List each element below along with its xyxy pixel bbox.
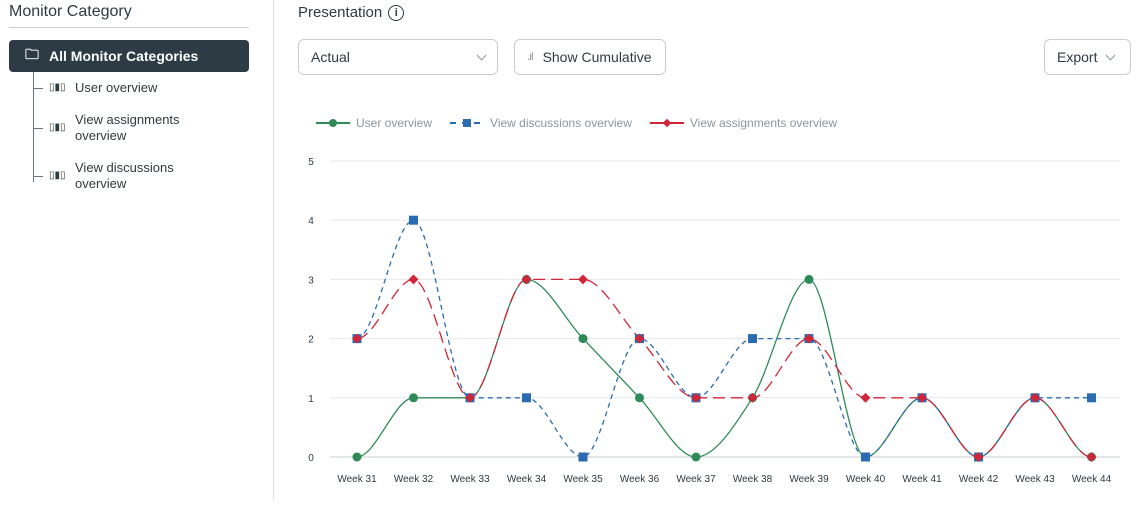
data-point bbox=[409, 215, 418, 225]
data-point bbox=[747, 392, 758, 403]
export-label: Export bbox=[1057, 49, 1098, 65]
x-tick-label: Week 40 bbox=[846, 474, 886, 485]
item-label: User overview bbox=[75, 80, 158, 95]
bar-chart-icon: .ıl bbox=[527, 51, 533, 63]
data-point bbox=[1087, 393, 1096, 403]
legend-item[interactable]: View discussions overview bbox=[450, 116, 632, 130]
export-button[interactable]: Export bbox=[1044, 39, 1131, 75]
x-tick-label: Week 35 bbox=[563, 474, 603, 485]
dropdown-value: Actual bbox=[311, 49, 350, 65]
y-tick-label: 5 bbox=[308, 157, 314, 168]
data-point bbox=[860, 392, 871, 403]
item-label: View discussions overview bbox=[75, 160, 174, 191]
data-point bbox=[748, 334, 757, 344]
x-tick-label: Week 31 bbox=[337, 474, 377, 485]
x-tick-label: Week 39 bbox=[789, 474, 829, 485]
data-point bbox=[635, 393, 644, 403]
data-point bbox=[804, 274, 814, 284]
sidebar-title: Monitor Category bbox=[9, 3, 132, 20]
all-monitor-categories[interactable]: 🗀 All Monitor Categories bbox=[9, 40, 249, 72]
data-point bbox=[352, 452, 362, 462]
legend-label: View discussions overview bbox=[490, 116, 632, 130]
series-line bbox=[356, 278, 1092, 458]
x-tick-label: Week 34 bbox=[507, 474, 547, 485]
chart-legend: User overview View discussions overview … bbox=[316, 116, 837, 130]
y-tick-label: 0 bbox=[308, 453, 314, 464]
x-tick-label: Week 37 bbox=[676, 474, 716, 485]
data-point bbox=[409, 393, 418, 403]
x-tick-label: Week 43 bbox=[1015, 474, 1055, 485]
data-point bbox=[691, 392, 701, 403]
sidebar-item-view-assignments[interactable]: ▯▮▯ View assignments overview bbox=[33, 112, 233, 144]
x-tick-label: Week 36 bbox=[620, 474, 660, 485]
cumulative-label: Show Cumulative bbox=[542, 49, 652, 65]
data-point bbox=[1086, 452, 1097, 462]
data-point bbox=[521, 274, 532, 285]
x-tick-label: Week 32 bbox=[394, 474, 434, 485]
y-tick-label: 4 bbox=[308, 216, 314, 227]
all-label: All Monitor Categories bbox=[49, 48, 199, 64]
title-text: Presentation bbox=[298, 4, 383, 21]
page-title: Presentation i bbox=[298, 4, 405, 21]
sidebar: Monitor Category 🗀 All Monitor Categorie… bbox=[0, 0, 274, 500]
data-point bbox=[465, 392, 475, 403]
data-point bbox=[1030, 392, 1040, 403]
sidebar-item-user-overview[interactable]: ▯▮▯ User overview bbox=[33, 80, 157, 96]
data-point bbox=[578, 452, 588, 462]
legend-label: User overview bbox=[356, 116, 433, 130]
y-tick-label: 1 bbox=[308, 394, 314, 405]
divider bbox=[9, 27, 249, 28]
bar-chart-icon: ▯▮▯ bbox=[49, 122, 66, 133]
show-cumulative-button[interactable]: .ıl Show Cumulative bbox=[514, 39, 666, 75]
x-tick-label: Week 44 bbox=[1072, 474, 1112, 485]
x-tick-label: Week 38 bbox=[733, 474, 773, 485]
data-point bbox=[352, 333, 362, 344]
data-point bbox=[408, 274, 419, 285]
data-point bbox=[973, 452, 984, 462]
item-label: View assignments overview bbox=[75, 112, 180, 143]
folder-icon: 🗀 bbox=[25, 46, 39, 62]
presentation-dropdown[interactable]: Actual bbox=[298, 39, 498, 75]
data-point bbox=[917, 392, 927, 403]
x-tick-label: Week 33 bbox=[450, 474, 490, 485]
data-point bbox=[522, 393, 531, 403]
info-icon[interactable]: i bbox=[388, 4, 405, 21]
legend-label: View assignments overview bbox=[689, 116, 838, 130]
bar-chart-icon: ▯▮▯ bbox=[49, 82, 66, 93]
data-point bbox=[578, 334, 588, 344]
y-tick-label: 2 bbox=[308, 335, 314, 346]
bar-chart-icon: ▯▮▯ bbox=[49, 170, 66, 181]
legend-item[interactable]: User overview bbox=[316, 116, 432, 130]
data-point bbox=[634, 333, 645, 344]
tree-line bbox=[33, 72, 34, 182]
data-point bbox=[804, 333, 814, 344]
y-tick-label: 3 bbox=[308, 275, 314, 286]
series-line bbox=[356, 278, 1092, 458]
legend-item[interactable]: View assignments overview bbox=[649, 116, 838, 130]
x-tick-label: Week 41 bbox=[902, 474, 942, 485]
sidebar-item-view-discussions[interactable]: ▯▮▯ View discussions overview bbox=[33, 160, 233, 192]
x-tick-label: Week 42 bbox=[959, 474, 999, 485]
data-point bbox=[691, 452, 701, 462]
data-point bbox=[861, 452, 870, 462]
data-point bbox=[578, 274, 588, 285]
